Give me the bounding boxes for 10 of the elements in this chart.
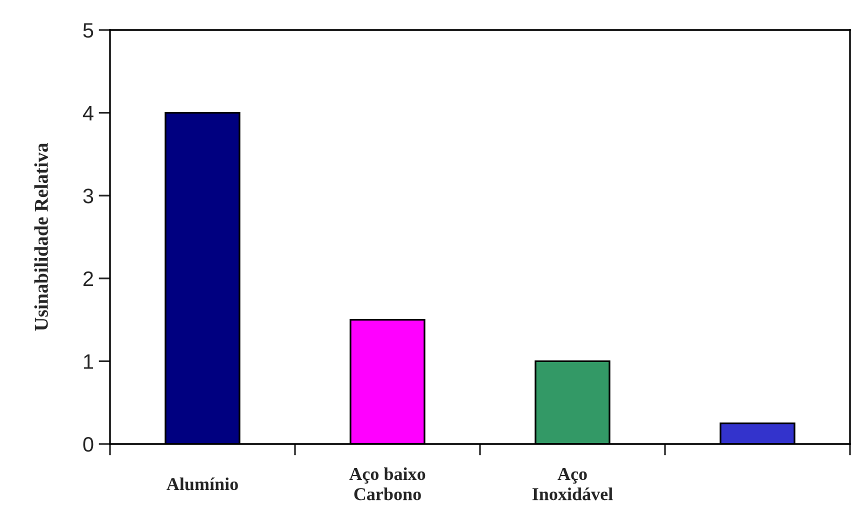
x-tick-label: Aço Inoxidável	[532, 468, 613, 500]
y-tick-label: 3	[83, 188, 94, 204]
y-tick-label: 0	[83, 437, 94, 452]
x-tick-label: Alumínio	[166, 477, 238, 490]
x-tick-label: Aço baixo Carbono	[349, 467, 426, 500]
y-tick-label: 1	[84, 354, 94, 369]
y-axis-title: Usinabilidade Relativa	[34, 143, 48, 331]
y-tick-label: 4	[82, 106, 94, 120]
y-tick-label: 5	[83, 23, 94, 38]
y-tick-label: 2	[83, 271, 93, 286]
